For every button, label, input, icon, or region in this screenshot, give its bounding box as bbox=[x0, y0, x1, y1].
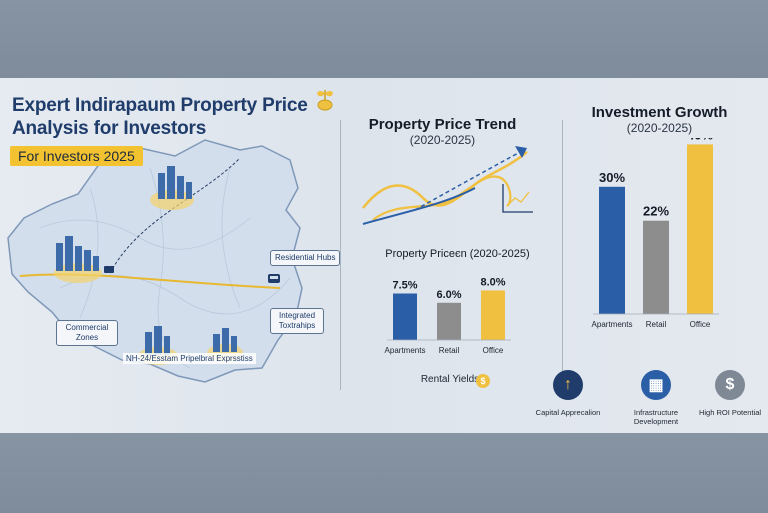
trend-arrowhead-icon bbox=[515, 146, 527, 158]
growth-title-block: Investment Growth (2020-2025) bbox=[572, 104, 747, 135]
map-label-townships: Integrated Toxtrahips bbox=[270, 308, 324, 334]
category-label-office: Office bbox=[690, 320, 711, 329]
bar-office bbox=[481, 290, 505, 340]
category-label-retail: Retail bbox=[439, 346, 460, 355]
mini-chart-icon bbox=[502, 184, 533, 213]
yield-chart-title-block: Property Priceєn (2020-2025) bbox=[370, 248, 545, 260]
map-label-expressway: NH-24/Esstam Pripelbral Exprsstiss bbox=[123, 353, 256, 364]
route-dashed-line bbox=[109, 157, 241, 274]
growth-title: Investment Growth bbox=[591, 104, 728, 121]
arrow-up-icon: ↑ bbox=[553, 370, 583, 400]
yield-chart-title: Property Priceєn (2020-2025) bbox=[385, 248, 530, 260]
divider-left bbox=[340, 120, 341, 390]
category-label-apartments: Apartments bbox=[385, 346, 426, 355]
building-icon: ▦ bbox=[641, 370, 671, 400]
growth-subtitle: (2020-2025) bbox=[626, 121, 693, 135]
category-label-office: Office bbox=[483, 346, 504, 355]
yield-x-label: Rental Yields bbox=[420, 374, 480, 385]
map-label-residential: Residential Hubs bbox=[270, 250, 341, 266]
trend-dashed-arrow-line bbox=[414, 151, 521, 211]
value-label-office: 40% bbox=[687, 138, 713, 142]
trend-title-block: Property Price Trend (2020-2025) bbox=[355, 116, 530, 147]
trend-gold-wave-2 bbox=[372, 175, 512, 221]
bottom-band bbox=[0, 433, 768, 513]
feature-label-1: Infrastructure Development bbox=[633, 408, 679, 426]
trend-title: Property Price Trend bbox=[368, 116, 517, 133]
bus-icon bbox=[268, 274, 280, 283]
value-label-apartments: 7.5% bbox=[392, 280, 417, 292]
value-label-retail: 22% bbox=[643, 204, 669, 219]
trend-line-illustration bbox=[362, 146, 533, 225]
infographic-panel: Residential Hubs NH-24/Esstam Pripelbral… bbox=[0, 78, 768, 433]
feature-label-0: Capital Apprecalion bbox=[535, 408, 601, 417]
year-badge: For Investors 2025 bbox=[10, 146, 143, 166]
money-hand-icon: $ bbox=[715, 370, 745, 400]
expressway-line bbox=[19, 273, 281, 289]
yield-bar-chart: 7.5% Apartments 6.0% Retail 8.0% Office bbox=[385, 276, 511, 355]
trend-subtitle: (2020-2025) bbox=[409, 133, 476, 147]
building-cluster-1 bbox=[150, 166, 194, 210]
growth-bar-chart: 30% Apartments 22% Retail 40% Office bbox=[592, 138, 719, 329]
bar-apartments bbox=[599, 186, 625, 314]
trend-gold-wave-1 bbox=[362, 151, 528, 209]
top-band bbox=[0, 0, 768, 78]
page-title: Expert Indirapaum Property Price Analysi… bbox=[12, 95, 308, 139]
value-label-retail: 6.0% bbox=[436, 289, 461, 301]
building-cluster-2 bbox=[54, 236, 102, 283]
map-label-commercial: Commercial Zones bbox=[56, 320, 118, 346]
dollar-coin-icon: $ bbox=[476, 374, 490, 388]
divider-right bbox=[562, 120, 563, 390]
sprout-coin-icon bbox=[317, 90, 333, 111]
value-label-office: 8.0% bbox=[480, 276, 505, 288]
bar-retail bbox=[643, 220, 669, 314]
feature-label-2: High ROI Potential bbox=[698, 408, 762, 417]
bar-retail bbox=[437, 302, 461, 340]
category-label-retail: Retail bbox=[646, 320, 667, 329]
bar-apartments bbox=[393, 293, 417, 340]
value-label-apartments: 30% bbox=[599, 170, 625, 185]
category-label-apartments: Apartments bbox=[592, 320, 633, 329]
trend-blue-line bbox=[362, 187, 476, 225]
bar-office bbox=[687, 144, 713, 314]
truck-icon bbox=[104, 266, 114, 273]
